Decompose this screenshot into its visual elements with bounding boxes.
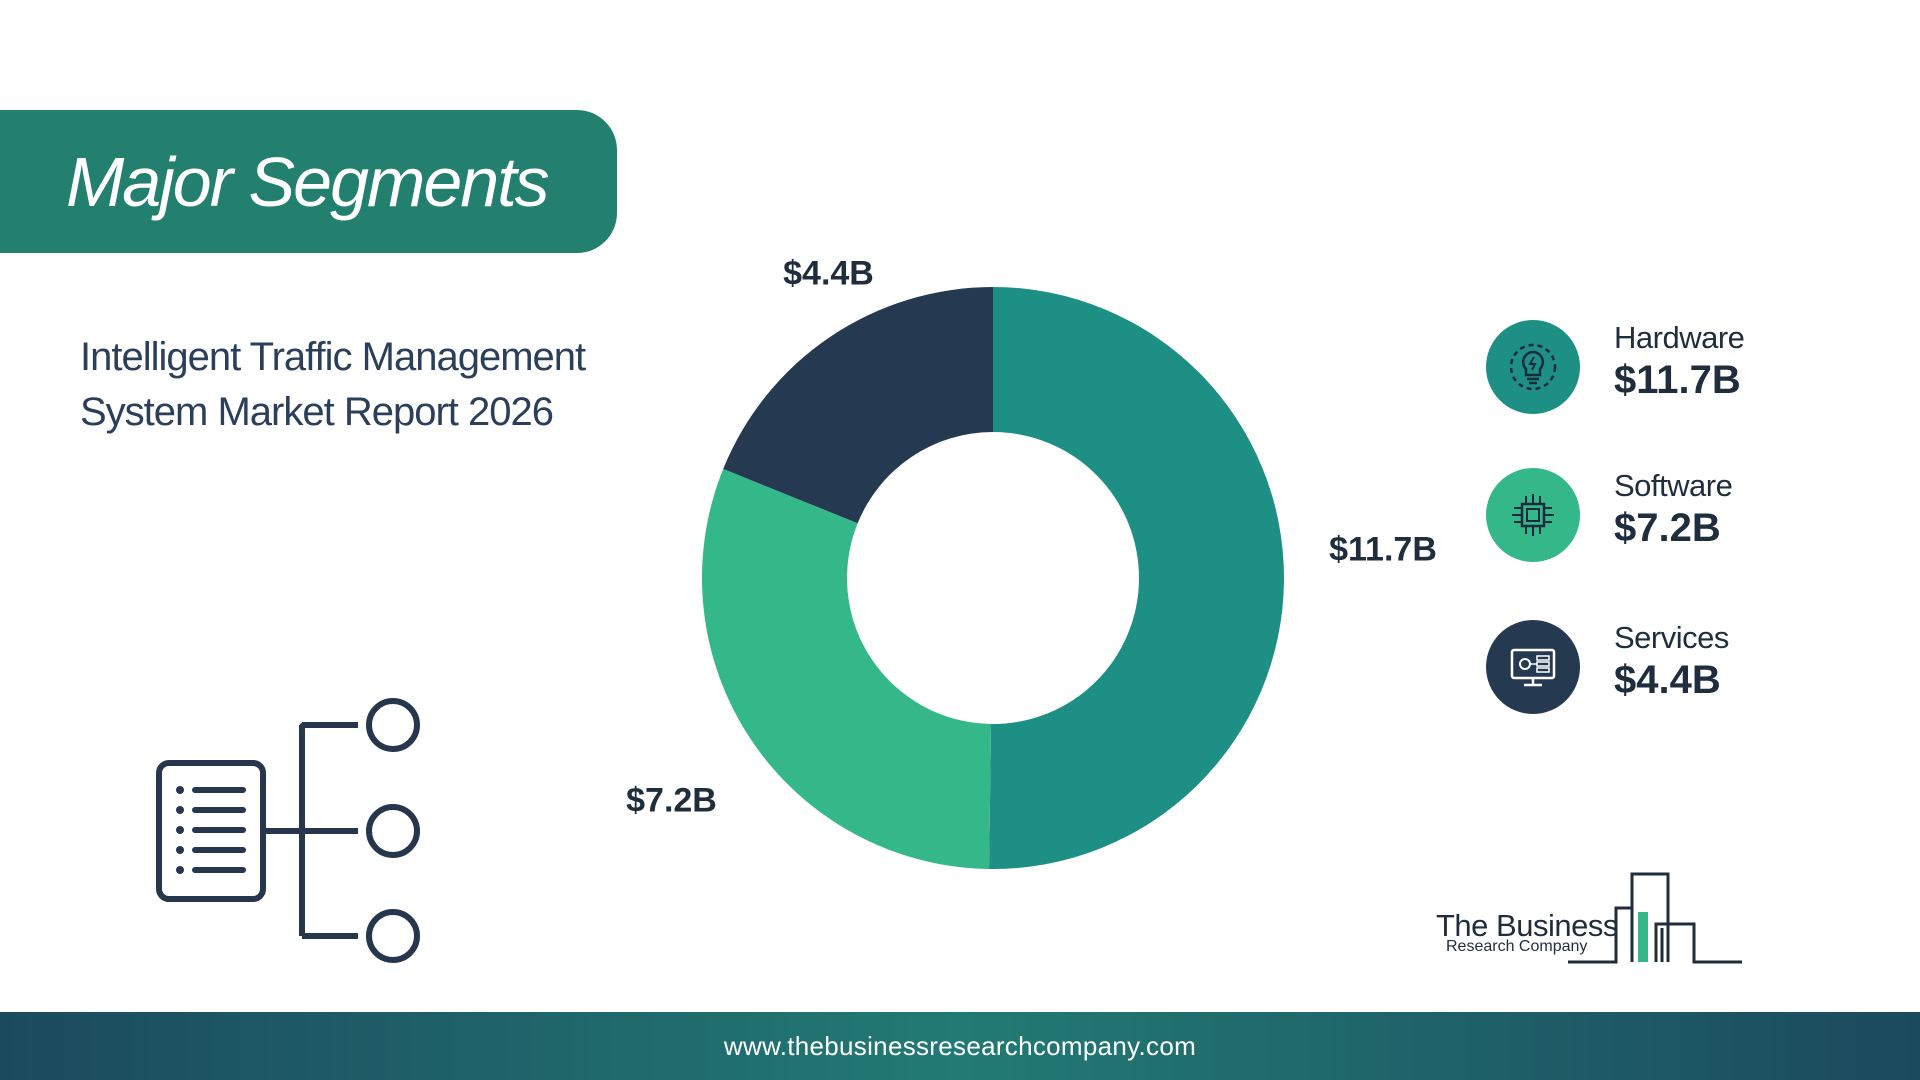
legend-swatch-software [1486,468,1580,562]
legend-item-services: Services $4.4B [1486,620,1866,720]
title-banner: Major Segments [0,110,617,253]
company-logo: The Business Research Company [1436,868,1746,968]
data-label-services: $4.4B [783,254,874,292]
legend-swatch-hardware [1486,320,1580,414]
page-title: Major Segments [66,142,550,221]
legend-swatch-services [1486,620,1580,714]
logo-buildings-icon [1568,872,1742,964]
logo-name: The Business [1436,908,1618,943]
lightbulb-gear-icon [1509,343,1557,391]
legend-value-services: $4.4B [1614,658,1721,702]
legend-label-software: Software [1614,468,1733,503]
legend-item-software: Software $7.2B [1486,468,1866,568]
legend-value-hardware: $11.7B [1614,358,1741,402]
footer-url[interactable]: www.thebusinessresearchcompany.com [723,1030,1197,1061]
report-subtitle: Intelligent Traffic Management System Ma… [80,335,586,434]
donut-slice-software [702,468,992,869]
legend-label-services: Services [1614,620,1729,655]
donut-slice-hardware [989,287,1284,869]
chip-icon [1512,494,1554,536]
logo-subtitle: Research Company [1446,938,1588,955]
legend-label-hardware: Hardware [1614,320,1745,355]
data-label-hardware: $11.7B [1329,530,1437,568]
monitor-settings-icon [1510,648,1556,687]
data-label-software: $7.2B [626,782,717,820]
legend-item-hardware: Hardware $11.7B [1486,320,1866,420]
footer-bar: www.thebusinessresearchcompany.com [0,1012,1920,1080]
legend-value-software: $7.2B [1614,506,1721,550]
donut-slice-services [723,287,993,524]
hierarchy-list-icon [156,698,420,963]
